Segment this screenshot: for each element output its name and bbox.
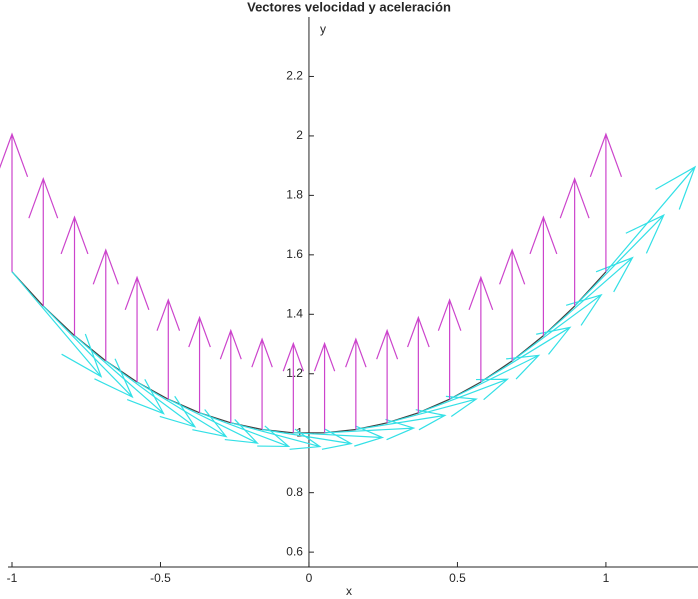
y-tick-label: 2.2: [286, 69, 303, 83]
y-tick-label: 0.8: [286, 485, 303, 499]
y-tick-label: 1.2: [286, 366, 303, 380]
vector-arrow: [355, 409, 447, 431]
vector-arrow: [136, 381, 228, 438]
vector-arrow: [407, 315, 430, 413]
vector-arrow: [74, 335, 165, 415]
vector-arrow: [386, 395, 478, 424]
vector-arrow: [449, 354, 541, 400]
x-tick-label: -1: [7, 571, 18, 585]
x-tick-label: 0.5: [449, 571, 466, 585]
vector-arrow: [480, 326, 572, 383]
vector-arrow: [574, 213, 665, 307]
vector-arrow: [188, 315, 211, 413]
x-tick-label: 0: [306, 571, 313, 585]
vector-arrow: [437, 298, 462, 400]
vector-arrow: [60, 215, 89, 336]
y-tick-label: 1.4: [286, 306, 303, 320]
vector-arrow: [313, 341, 336, 433]
vector-arrow: [605, 165, 697, 273]
vector-arrow: [293, 425, 385, 447]
vector-arrow: [11, 271, 103, 378]
vector-arrow: [0, 132, 29, 272]
vector-arrow: [418, 378, 510, 414]
vector-arrow: [168, 398, 259, 444]
vector-arrow: [219, 328, 242, 423]
vector-arrow: [156, 298, 181, 400]
vector-arrow: [28, 176, 59, 307]
x-tick-label: 1: [603, 571, 610, 585]
vector-arrow: [511, 293, 603, 362]
vector-arrow: [92, 248, 119, 361]
vector-arrow: [468, 275, 494, 382]
y-tick-label: 2: [296, 128, 303, 142]
vector-arrow: [376, 328, 399, 423]
x-axis-label: x: [346, 584, 352, 598]
vector-arrow: [589, 132, 623, 272]
vector-arrow: [499, 248, 526, 361]
vector-arrow: [261, 428, 353, 450]
y-tick-label: 1.8: [286, 188, 303, 202]
y-tick-label: 0.6: [286, 544, 303, 558]
vector-arrow: [529, 215, 558, 336]
vector-arrow: [42, 305, 134, 399]
vector-arrow: [543, 256, 634, 337]
vector-arrow: [199, 412, 291, 448]
vector-arrow: [345, 337, 367, 430]
vector-arrow: [251, 337, 273, 430]
vector-arrow: [282, 341, 305, 433]
vector-arrow: [105, 360, 197, 428]
vector-arrow: [124, 275, 150, 382]
y-axis-label: y: [320, 22, 326, 36]
x-tick-label: -0.5: [150, 571, 171, 585]
vector-arrow: [559, 176, 590, 307]
y-tick-label: 1.6: [286, 247, 303, 261]
chart-title: Vectores velocidad y aceleración: [247, 0, 451, 14]
vector-arrow: [324, 418, 416, 441]
vector-arrow: [230, 422, 322, 450]
